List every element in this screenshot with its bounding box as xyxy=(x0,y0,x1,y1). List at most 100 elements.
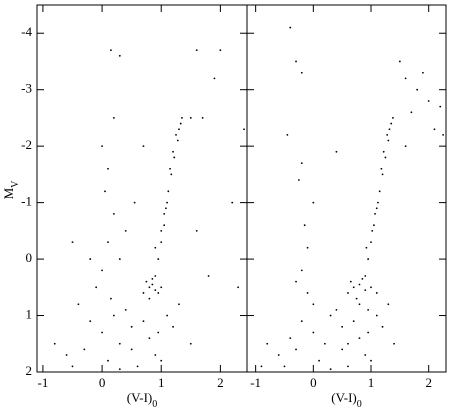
star-point xyxy=(306,292,309,294)
star-point xyxy=(118,54,121,57)
star-point xyxy=(306,246,309,249)
star-point xyxy=(300,269,303,272)
y-tick-label: 0 xyxy=(26,250,33,265)
star-point xyxy=(392,117,394,119)
star-point xyxy=(178,128,180,131)
star-point xyxy=(300,320,303,323)
star-point xyxy=(83,348,86,351)
star-point xyxy=(260,365,263,368)
star-point xyxy=(298,179,300,181)
star-point xyxy=(370,359,372,362)
star-point xyxy=(110,297,112,300)
star-point xyxy=(130,348,133,351)
x-tick-label: 0 xyxy=(99,375,106,390)
star-point xyxy=(130,325,133,328)
star-point xyxy=(312,331,315,334)
x-axis-label: (V-I)0 xyxy=(331,390,362,410)
star-point xyxy=(364,354,367,356)
star-point xyxy=(195,229,198,232)
star-point xyxy=(283,365,286,368)
star-point xyxy=(371,229,374,232)
star-point xyxy=(388,128,391,131)
star-point xyxy=(207,275,210,277)
star-point xyxy=(387,303,390,306)
star-point xyxy=(386,133,389,136)
star-point xyxy=(113,213,115,215)
star-point xyxy=(364,275,367,277)
star-point xyxy=(367,331,370,334)
star-point xyxy=(358,283,361,286)
star-point xyxy=(113,117,115,119)
star-point xyxy=(295,348,297,351)
star-point xyxy=(370,241,372,244)
star-point xyxy=(347,292,349,294)
star-point xyxy=(151,283,154,286)
star-point xyxy=(101,269,103,272)
star-point xyxy=(219,49,222,52)
star-point xyxy=(133,201,136,204)
star-point xyxy=(390,122,393,125)
star-point xyxy=(374,213,376,215)
star-point xyxy=(318,359,321,362)
x-tick-label: 2 xyxy=(217,375,224,390)
star-point xyxy=(416,88,419,91)
star-point xyxy=(89,258,92,260)
star-point xyxy=(101,331,103,334)
star-point xyxy=(154,289,157,292)
star-point xyxy=(365,246,368,249)
star-point xyxy=(277,354,280,356)
x-axis-label-main: (V-I) xyxy=(331,390,357,405)
star-point xyxy=(160,241,163,244)
x-tick-label: 2 xyxy=(425,375,432,390)
star-point xyxy=(189,117,192,119)
star-point xyxy=(151,277,154,280)
star-point xyxy=(118,368,121,371)
star-point xyxy=(178,303,180,306)
star-point xyxy=(410,111,413,114)
star-point xyxy=(124,229,127,232)
star-point xyxy=(422,71,424,74)
star-point xyxy=(231,201,234,204)
star-point xyxy=(95,286,98,289)
y-tick-label: 2 xyxy=(26,363,33,378)
star-point xyxy=(329,314,332,317)
star-point xyxy=(163,213,166,215)
star-point xyxy=(101,145,103,148)
y-axis-label-main: M xyxy=(1,187,16,199)
star-point xyxy=(300,162,303,164)
x-tick-label: -1 xyxy=(37,375,48,390)
star-point xyxy=(142,292,145,294)
star-point xyxy=(349,280,352,283)
star-point xyxy=(358,337,361,340)
star-point xyxy=(160,359,163,362)
star-point xyxy=(367,308,370,311)
star-point xyxy=(118,258,121,260)
star-point xyxy=(89,320,92,323)
y-tick-label: -4 xyxy=(21,24,32,39)
panel-frame xyxy=(36,4,248,373)
x-tick-label: -1 xyxy=(250,375,261,390)
star-point xyxy=(160,286,163,289)
star-point xyxy=(380,167,383,170)
star-point xyxy=(107,241,109,244)
star-point xyxy=(335,150,338,153)
y-axis-label: MV xyxy=(1,180,21,200)
star-point xyxy=(347,365,349,368)
star-point xyxy=(352,286,355,289)
panel-frame xyxy=(246,4,447,373)
star-point xyxy=(404,77,407,80)
star-point xyxy=(361,277,364,280)
star-point xyxy=(266,342,269,345)
star-point xyxy=(110,49,112,52)
star-point xyxy=(427,100,430,102)
star-point xyxy=(355,297,358,300)
star-point xyxy=(189,342,192,345)
star-point xyxy=(323,342,326,345)
star-point xyxy=(107,167,109,170)
star-point xyxy=(160,229,163,232)
star-point xyxy=(157,331,160,334)
star-point xyxy=(300,71,303,74)
y-tick-label: -1 xyxy=(21,194,32,209)
star-point xyxy=(378,190,381,193)
